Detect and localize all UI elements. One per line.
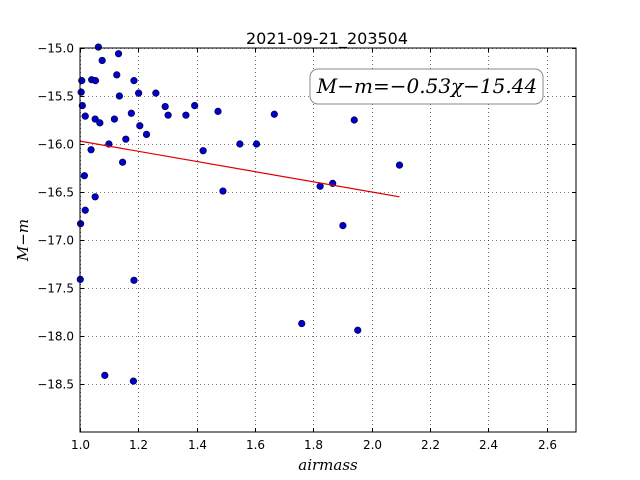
data-point	[115, 92, 123, 100]
annotation-frame	[309, 68, 544, 105]
data-point	[98, 56, 106, 65]
data-point	[110, 115, 119, 123]
data-point	[96, 119, 104, 127]
data-point	[76, 220, 85, 228]
y-tick-label: −18.0	[37, 330, 74, 344]
y-tick-label: −15.0	[37, 42, 74, 56]
data-point	[80, 172, 88, 180]
x-axis-label: airmass	[298, 456, 358, 474]
data-point	[354, 326, 362, 334]
x-tick-label: 1.2	[129, 438, 148, 452]
data-point	[270, 110, 278, 118]
y-tick-label: −15.5	[37, 90, 74, 104]
data-point	[136, 122, 144, 130]
data-point	[252, 140, 261, 148]
data-point	[94, 43, 102, 51]
x-tick-label: 2.4	[479, 438, 498, 452]
y-tick-label: −16.0	[37, 138, 74, 152]
data-point	[127, 109, 135, 117]
x-tick-label: 1.0	[71, 438, 90, 452]
data-point	[91, 193, 99, 201]
data-point	[395, 161, 404, 169]
data-point	[129, 377, 137, 385]
fit-line	[79, 140, 400, 198]
data-point	[91, 115, 99, 123]
chart-title: 2021-09-21_203504	[246, 29, 408, 49]
data-point	[87, 146, 95, 154]
fit-equation-annotation: M−m=−0.53χ−15.44	[316, 74, 537, 98]
data-point	[298, 319, 306, 328]
fit-line-group	[79, 140, 400, 198]
data-point	[130, 276, 138, 284]
data-point	[101, 371, 109, 379]
y-tick-label: −17.5	[37, 282, 74, 296]
data-points	[76, 43, 404, 385]
data-point	[219, 187, 227, 195]
x-tick-label: 2.2	[421, 438, 440, 452]
data-point	[214, 107, 222, 115]
data-point	[236, 140, 244, 148]
data-point	[164, 111, 172, 119]
data-point	[182, 111, 190, 119]
data-point	[161, 102, 169, 111]
x-tick-label: 1.6	[246, 438, 265, 452]
data-point	[78, 77, 86, 85]
data-point	[142, 130, 151, 138]
data-point	[78, 101, 86, 110]
x-tick-label: 2.0	[363, 438, 382, 452]
data-point	[130, 77, 138, 85]
x-tick-label: 1.8	[304, 438, 323, 452]
data-point	[339, 222, 347, 230]
data-point	[152, 89, 160, 97]
data-point	[91, 77, 100, 85]
plot-frame	[79, 47, 577, 433]
grid	[80, 48, 576, 432]
data-point	[191, 101, 199, 110]
data-point	[122, 135, 130, 143]
annotation-box: M−m=−0.53χ−15.44	[309, 68, 544, 105]
y-tick-label: −16.5	[37, 186, 74, 200]
data-point	[77, 88, 85, 96]
data-point	[81, 112, 89, 120]
data-point	[350, 116, 358, 124]
data-point	[113, 71, 121, 79]
x-tick-label: 1.4	[188, 438, 207, 452]
y-tick-label: −18.5	[37, 378, 74, 392]
data-point	[81, 206, 89, 214]
y-axis-label: M−m	[14, 219, 32, 262]
y-tick-label: −17.0	[37, 234, 74, 248]
tick-labels: 1.0 1.2 1.4 1.6 1.8 2.0 2.2 2.4 2.6 −15.0 −15.5 −16…	[37, 42, 557, 453]
data-point	[199, 147, 207, 155]
data-point	[135, 89, 143, 97]
axis-ticks	[80, 48, 576, 432]
x-tick-label: 2.6	[538, 438, 557, 452]
data-point	[118, 158, 127, 166]
data-point	[114, 50, 123, 58]
